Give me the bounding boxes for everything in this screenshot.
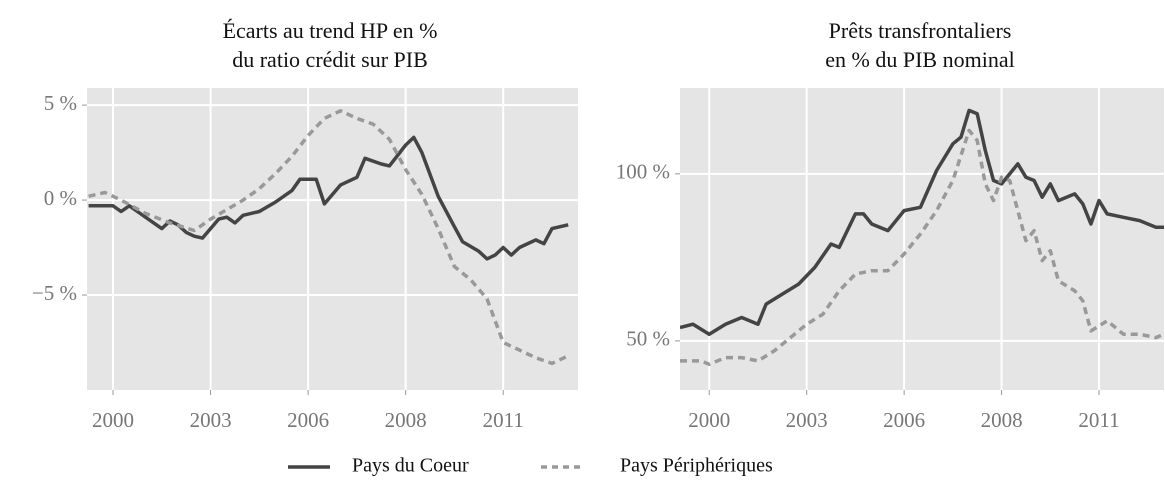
x-tick-label: 2000	[688, 408, 730, 432]
y-tick-label: 5 %	[44, 91, 77, 115]
x-tick-label: 2008	[981, 408, 1023, 432]
y-tick-label: 50 %	[626, 327, 670, 351]
series-line	[88, 109, 569, 366]
series-line	[680, 108, 1164, 336]
y-tick-label: 100 %	[616, 160, 670, 184]
x-tick-label: 2008	[385, 408, 427, 432]
plot-area	[87, 88, 578, 390]
chart-title: Prêts transfrontaliers	[829, 18, 1012, 43]
x-tick-label: 2000	[92, 408, 134, 432]
x-tick-label: 2011	[483, 408, 524, 432]
y-tick-label: −5 %	[32, 281, 77, 305]
chart-title: en % du PIB nominal	[825, 47, 1014, 72]
chart-title: du ratio crédit sur PIB	[232, 47, 428, 72]
x-tick-label: 2011	[1078, 408, 1119, 432]
x-tick-label: 2006	[287, 408, 329, 432]
y-tick-label: 0 %	[44, 186, 77, 210]
chart-title: Écarts au trend HP en %	[223, 18, 438, 43]
x-tick-label: 2003	[190, 408, 232, 432]
series-line	[88, 135, 569, 261]
legend-label: Pays Périphériques	[620, 455, 773, 477]
series-line	[680, 128, 1164, 367]
plot-lines	[680, 108, 1164, 367]
x-tick-label: 2006	[883, 408, 925, 432]
plot-lines	[88, 109, 569, 366]
legend-label: Pays du Coeur	[352, 455, 469, 477]
x-tick-label: 2003	[786, 408, 828, 432]
plot-area	[680, 88, 1164, 390]
